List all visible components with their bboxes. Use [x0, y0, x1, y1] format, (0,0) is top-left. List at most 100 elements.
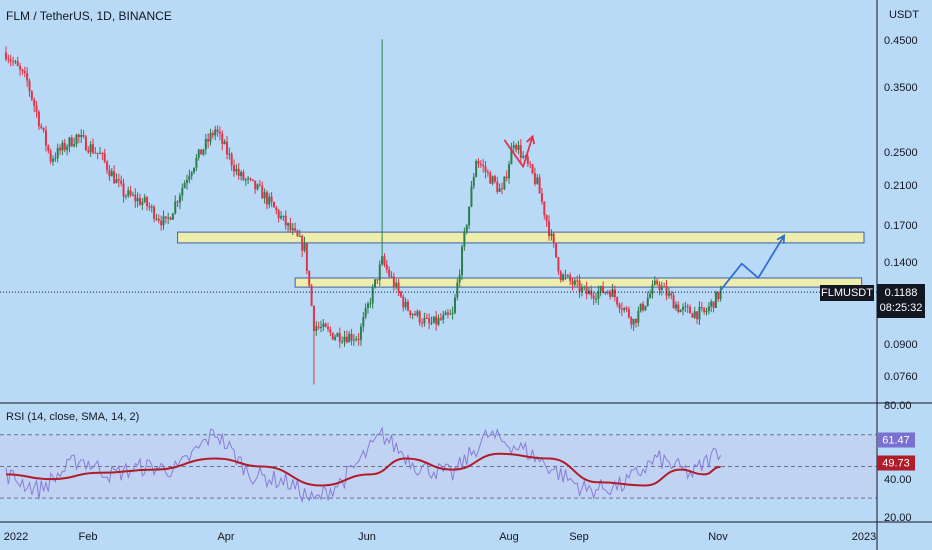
- candle-body: [84, 136, 87, 151]
- chart-title: FLM / TetherUS, 1D, BINANCE: [6, 9, 172, 23]
- candle-body: [585, 286, 588, 295]
- candle-body: [190, 172, 193, 176]
- candle-body: [602, 286, 605, 294]
- candle-body: [693, 311, 696, 318]
- candle-body: [91, 144, 94, 153]
- candle-body: [486, 171, 489, 173]
- candle-body: [381, 256, 384, 265]
- candle-body: [275, 207, 278, 211]
- candle-body: [430, 322, 433, 324]
- candle-body: [477, 161, 480, 164]
- candle-body: [649, 293, 652, 298]
- support-resistance-zone: [294, 277, 863, 288]
- candle-body: [296, 230, 299, 237]
- candle-body: [214, 129, 217, 136]
- candle-body: [202, 149, 205, 155]
- candle-body: [324, 323, 327, 327]
- candle-body: [670, 293, 673, 296]
- candle-body: [188, 175, 191, 180]
- candle-body: [573, 280, 576, 285]
- candle-body: [160, 220, 163, 226]
- candle-body: [103, 153, 106, 162]
- candle-body: [23, 71, 26, 73]
- last-price-badge: 0.1188 08:25:32: [877, 284, 925, 318]
- candle-body: [73, 144, 76, 147]
- candle-body: [63, 142, 66, 150]
- candle-body: [138, 198, 141, 205]
- candle-body: [526, 156, 529, 164]
- candle-body: [385, 264, 388, 270]
- time-tick: 2022: [3, 531, 29, 543]
- candle-body: [475, 161, 478, 177]
- candle-body: [522, 155, 525, 158]
- candle-body: [435, 316, 438, 325]
- bar-countdown: 08:25:32: [879, 302, 923, 314]
- candle-body: [634, 319, 637, 323]
- candle-body: [99, 152, 102, 154]
- drawing-arrow-arrowhead: [526, 134, 536, 145]
- candle-body: [517, 145, 520, 150]
- candle-body: [404, 301, 407, 308]
- candle-body: [7, 59, 10, 61]
- candle-body: [651, 284, 654, 294]
- candle-body: [136, 198, 139, 202]
- candle-body: [599, 286, 602, 292]
- candle-body: [639, 303, 642, 311]
- candle-body: [251, 179, 254, 181]
- candle-body: [498, 188, 501, 192]
- candle-body: [61, 142, 64, 151]
- candle-body: [461, 246, 464, 275]
- time-tick: Feb: [78, 531, 98, 543]
- candle-body: [153, 206, 156, 219]
- candle-body: [491, 176, 494, 184]
- candle-body: [656, 280, 659, 285]
- candle-body: [660, 286, 663, 290]
- candle-body: [106, 161, 109, 171]
- candle-body: [143, 197, 146, 202]
- candle-body: [684, 306, 687, 308]
- candle-body: [555, 243, 558, 258]
- candle-body: [482, 164, 485, 167]
- candle-body: [334, 336, 337, 340]
- candle-body: [540, 193, 543, 202]
- candle-body: [124, 195, 127, 197]
- candle-body: [437, 318, 440, 325]
- candle-body: [174, 201, 177, 214]
- candle-body: [623, 307, 626, 310]
- rsi-indicator-title[interactable]: RSI (14, close, SMA, 14, 2): [6, 411, 140, 423]
- candle-body: [616, 297, 619, 305]
- candle-body: [557, 257, 560, 272]
- candle-body: [411, 313, 414, 315]
- candle-body: [472, 176, 475, 187]
- candle-body: [674, 304, 677, 309]
- candle-body: [632, 319, 635, 325]
- candle-body: [350, 333, 353, 341]
- candle-body: [270, 196, 273, 202]
- candle-body: [390, 276, 393, 278]
- candle-body: [211, 133, 214, 136]
- candle-body: [183, 182, 186, 188]
- candle-body: [54, 158, 57, 160]
- candle-body: [357, 338, 360, 340]
- candle-body: [87, 150, 90, 153]
- candle-body: [75, 134, 78, 145]
- candle-body: [287, 223, 290, 226]
- candle-body: [637, 310, 640, 323]
- price-tick: 0.1700: [884, 220, 918, 232]
- candle-body: [646, 297, 649, 306]
- rsi-value-badge: 61.47: [877, 432, 915, 448]
- candle-body: [409, 310, 412, 315]
- candle-body: [559, 271, 562, 281]
- candle-body: [566, 275, 569, 277]
- candle-body: [129, 190, 132, 195]
- candle-body: [329, 329, 332, 333]
- candle-body: [576, 280, 579, 282]
- candle-body: [592, 295, 595, 299]
- candle-body: [14, 61, 17, 63]
- candle-body: [247, 178, 250, 180]
- candle-body: [686, 306, 689, 308]
- candle-body: [47, 145, 50, 151]
- candle-body: [228, 153, 231, 155]
- candle-body: [371, 287, 374, 304]
